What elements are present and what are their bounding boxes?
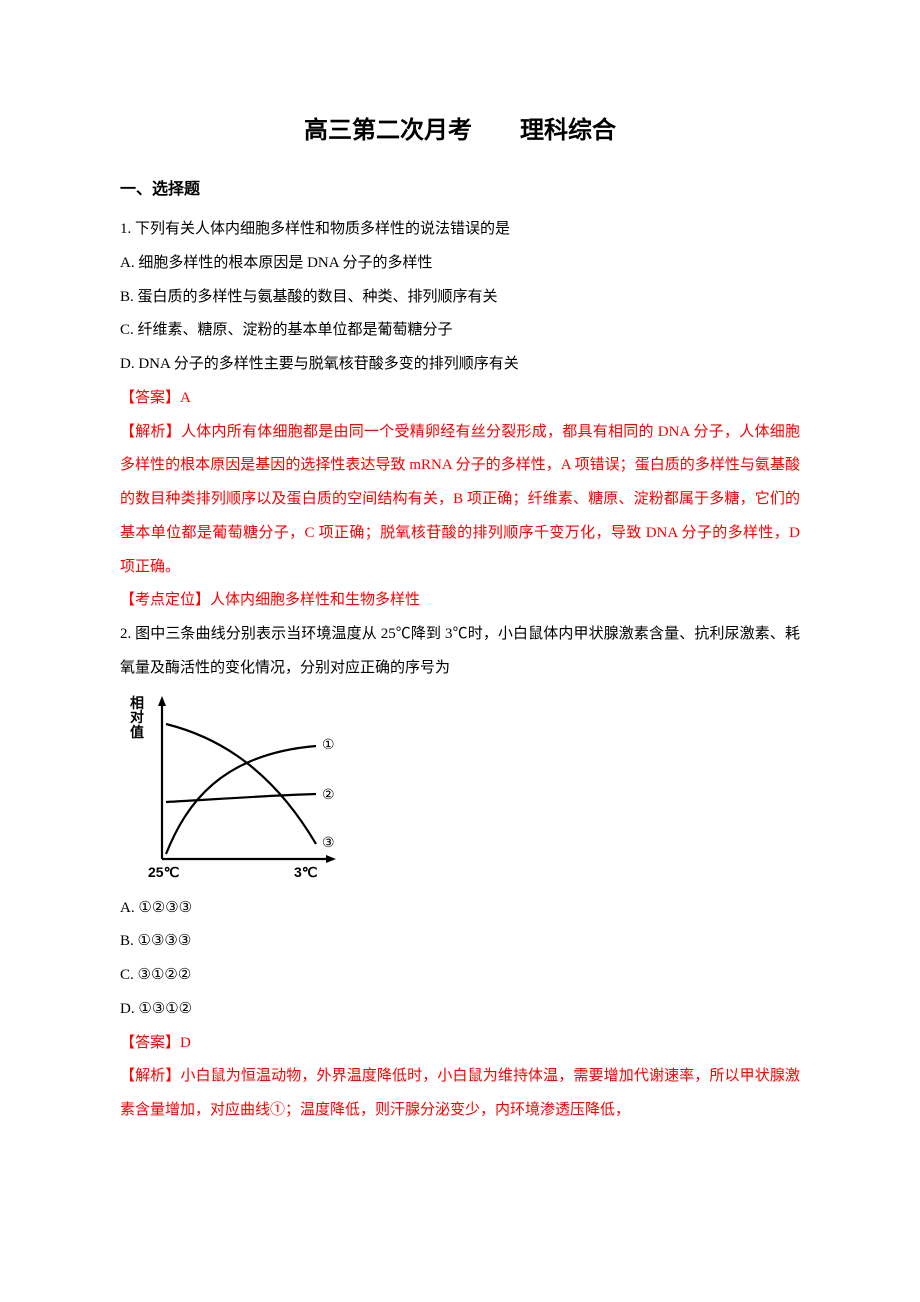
chart-svg — [126, 694, 351, 884]
analysis-text: 人体内所有体细胞都是由同一个受精卵经有丝分裂形成，都具有相同的 DNA 分子，人… — [120, 424, 800, 575]
page-title: 高三第二次月考 理科综合 — [120, 110, 800, 145]
ylabel-char1: 相 — [130, 696, 144, 711]
q1-option-a: A. 细胞多样性的根本原因是 DNA 分子的多样性 — [120, 247, 800, 281]
focus-label: 【考点定位】 — [120, 592, 210, 608]
answer-label: 【答案】 — [120, 390, 180, 406]
q1-focus: 【考点定位】人体内细胞多样性和生物多样性 — [120, 584, 800, 618]
curve-label-3: ③ — [322, 834, 335, 851]
q2-stem: 2. 图中三条曲线分别表示当环境温度从 25℃降到 3℃时，小白鼠体内甲状腺激素… — [120, 618, 800, 686]
analysis-label: 【解析】 — [120, 424, 181, 440]
q2-option-d: D. ①③①② — [120, 993, 800, 1027]
q1-option-c: C. 纤维素、糖原、淀粉的基本单位都是葡萄糖分子 — [120, 314, 800, 348]
ylabel-char3: 值 — [130, 725, 144, 740]
answer-label: 【答案】 — [120, 1035, 180, 1051]
analysis-label: 【解析】 — [120, 1068, 180, 1084]
chart-xlabel-left: 25℃ — [148, 864, 179, 881]
q1-option-d: D. DNA 分子的多样性主要与脱氧核苷酸多变的排列顺序有关 — [120, 348, 800, 382]
section-heading: 一、选择题 — [120, 175, 800, 199]
q2-answer: 【答案】D — [120, 1027, 800, 1061]
q1-stem: 1. 下列有关人体内细胞多样性和物质多样性的说法错误的是 — [120, 213, 800, 247]
focus-text: 人体内细胞多样性和生物多样性 — [210, 592, 420, 608]
answer-value: A — [180, 390, 191, 406]
q1-option-b: B. 蛋白质的多样性与氨基酸的数目、种类、排列顺序有关 — [120, 281, 800, 315]
analysis-text: 小白鼠为恒温动物，外界温度降低时，小白鼠为维持体温，需要增加代谢速率，所以甲状腺… — [120, 1068, 800, 1118]
curve-label-2: ② — [322, 786, 335, 803]
chart-ylabel: 相 对 值 — [130, 696, 144, 740]
q2-option-a: A. ①②③③ — [120, 892, 800, 926]
chart-xlabel-right: 3℃ — [294, 864, 318, 881]
q1-analysis: 【解析】人体内所有体细胞都是由同一个受精卵经有丝分裂形成，都具有相同的 DNA … — [120, 416, 800, 585]
q2-option-c: C. ③①②② — [120, 959, 800, 993]
answer-value: D — [180, 1035, 191, 1051]
q2-option-b: B. ①③③③ — [120, 925, 800, 959]
q2-analysis: 【解析】小白鼠为恒温动物，外界温度降低时，小白鼠为维持体温，需要增加代谢速率，所… — [120, 1060, 800, 1128]
q1-answer: 【答案】A — [120, 382, 800, 416]
q2-chart: 相 对 值 25℃ 3℃ ① ② ③ — [126, 694, 351, 884]
curve-label-1: ① — [322, 736, 335, 753]
ylabel-char2: 对 — [130, 710, 144, 725]
